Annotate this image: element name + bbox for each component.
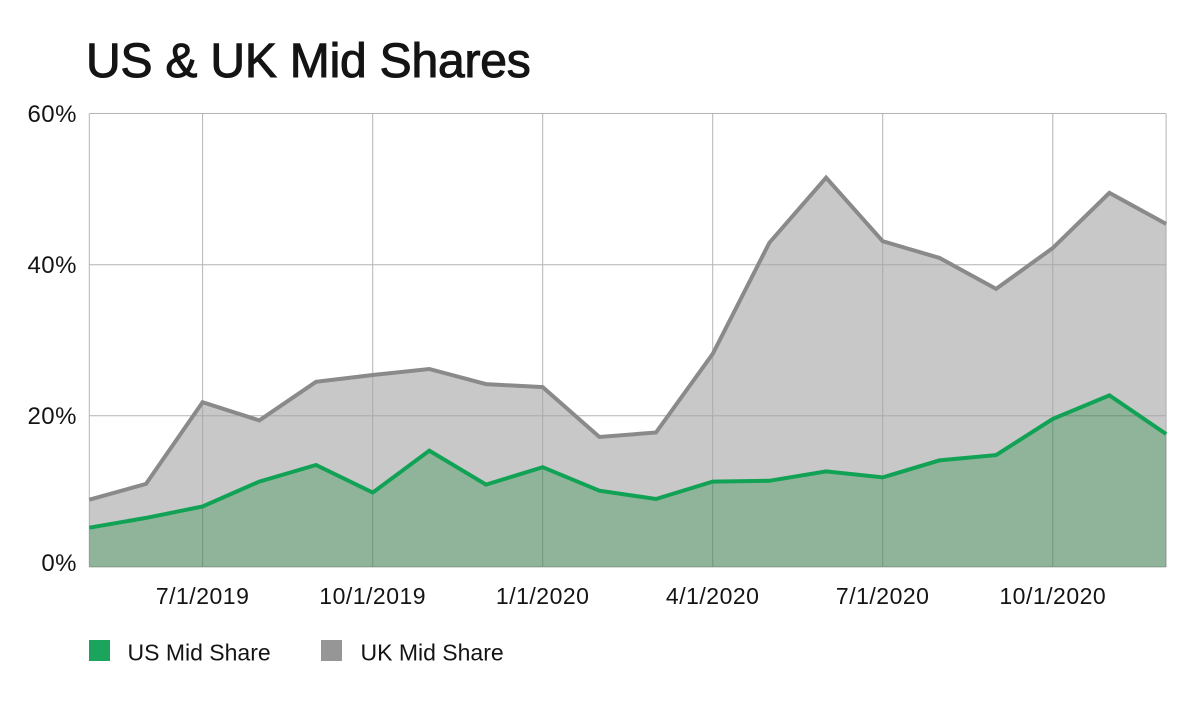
svg-text:0%: 0% — [41, 550, 77, 577]
svg-text:7/1/2020: 7/1/2020 — [836, 583, 930, 609]
svg-text:60%: 60% — [27, 101, 77, 128]
svg-text:10/1/2020: 10/1/2020 — [999, 583, 1106, 609]
svg-text:10/1/2019: 10/1/2019 — [319, 583, 426, 609]
svg-text:US Mid Share: US Mid Share — [128, 640, 271, 666]
svg-text:7/1/2019: 7/1/2019 — [156, 583, 250, 609]
svg-text:1/1/2020: 1/1/2020 — [496, 583, 590, 609]
svg-text:20%: 20% — [27, 403, 77, 430]
svg-text:40%: 40% — [27, 252, 77, 279]
svg-text:4/1/2020: 4/1/2020 — [666, 583, 760, 609]
svg-text:US & UK Mid Shares: US & UK Mid Shares — [86, 35, 531, 88]
svg-text:UK Mid Share: UK Mid Share — [361, 640, 504, 666]
